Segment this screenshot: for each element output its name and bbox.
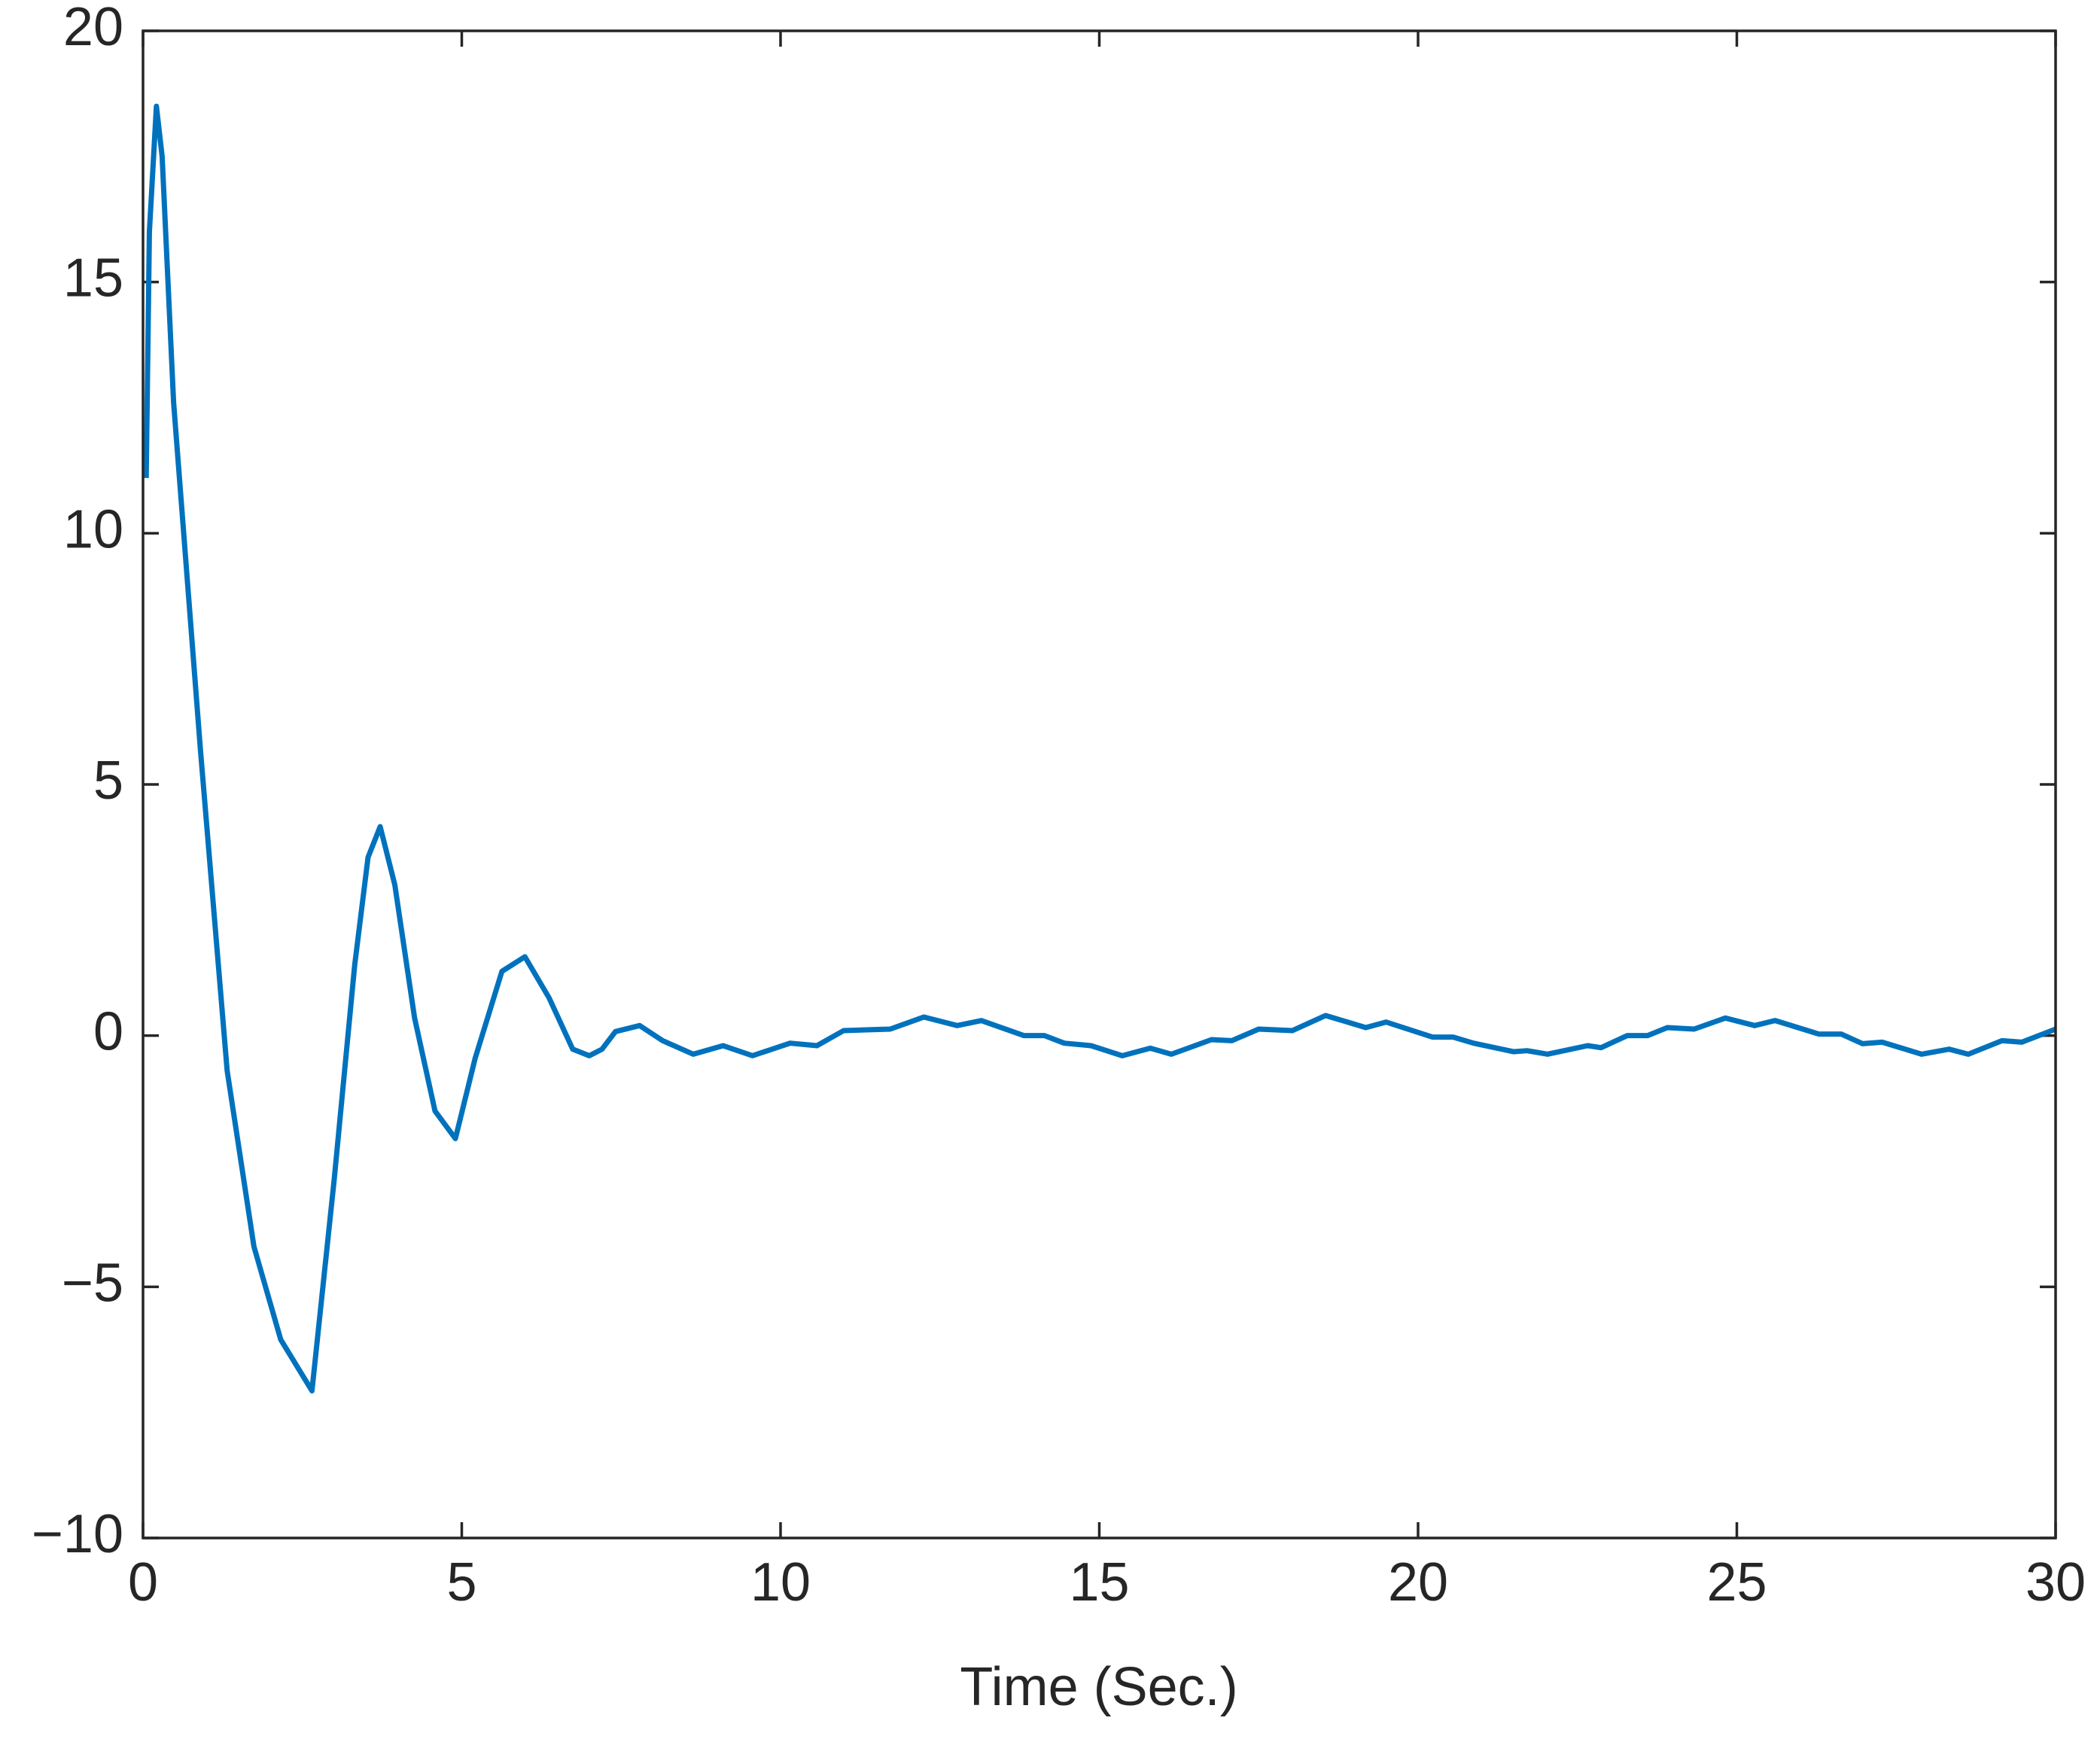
axes-frame [142, 29, 2057, 1540]
x-tick-label: 25 [1706, 1552, 1767, 1613]
y-tick-label: −5 [62, 1253, 123, 1313]
x-tick-label: 30 [2025, 1552, 2086, 1613]
data-line [143, 103, 2057, 1393]
y-tick-label: 20 [63, 0, 123, 57]
x-axis-label: Time (Sec.) [960, 1657, 1237, 1717]
x-tick-label: 0 [128, 1552, 158, 1613]
x-tick-label: 15 [1069, 1552, 1129, 1613]
y-tick-label: 5 [93, 751, 123, 811]
plot-area [143, 31, 2056, 1538]
y-tick-label: 0 [93, 1002, 123, 1062]
y-tick-label: 15 [63, 248, 123, 309]
y-tick-label: 10 [63, 499, 123, 559]
x-tick-label: 20 [1388, 1552, 1448, 1613]
x-tick-label: 10 [750, 1552, 811, 1613]
x-tick-label: 5 [446, 1552, 476, 1613]
y-tick-label: −10 [32, 1504, 123, 1564]
